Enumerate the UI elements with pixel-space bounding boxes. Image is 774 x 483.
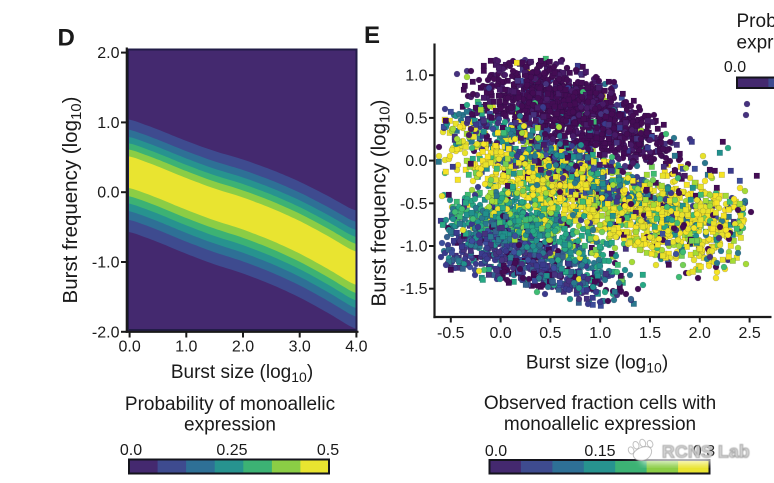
svg-text:Probability of monoallelic: Probability of monoallelic: [737, 11, 774, 32]
svg-text:0.25: 0.25: [216, 442, 247, 459]
svg-text:-2.0: -2.0: [92, 324, 120, 341]
svg-text:Observed fraction cells with: Observed fraction cells with: [484, 393, 716, 414]
svg-text:0.0: 0.0: [724, 59, 746, 76]
svg-text:0.5: 0.5: [317, 442, 339, 459]
svg-text:RCNS Lab: RCNS Lab: [662, 442, 750, 462]
svg-text:2.0: 2.0: [97, 45, 119, 62]
svg-text:1.0: 1.0: [175, 339, 197, 356]
svg-text:D: D: [58, 25, 75, 52]
svg-text:0.0: 0.0: [489, 325, 511, 342]
svg-text:Probability of monoallelic: Probability of monoallelic: [125, 394, 335, 415]
svg-text:Burst frequency (log10): Burst frequency (log10): [59, 97, 85, 304]
svg-text:-0.5: -0.5: [400, 196, 428, 213]
svg-text:0.5: 0.5: [405, 110, 427, 127]
svg-text:3.0: 3.0: [289, 339, 311, 356]
svg-text:1.0: 1.0: [97, 115, 119, 132]
svg-text:0.0: 0.0: [97, 185, 119, 202]
svg-text:expression: expression: [184, 415, 276, 436]
svg-text:E: E: [364, 22, 380, 49]
svg-text:2.0: 2.0: [689, 325, 711, 342]
svg-text:0.15: 0.15: [584, 443, 615, 460]
svg-text:monoallelic expression: monoallelic expression: [504, 414, 696, 435]
svg-text:0.0: 0.0: [485, 443, 507, 460]
svg-text:1.0: 1.0: [589, 325, 611, 342]
svg-text:-1.5: -1.5: [400, 281, 428, 298]
svg-text:0.0: 0.0: [118, 339, 140, 356]
svg-text:-1.0: -1.0: [400, 239, 428, 256]
svg-text:0.5: 0.5: [539, 325, 561, 342]
svg-text:-1.0: -1.0: [92, 255, 120, 272]
svg-text:1.5: 1.5: [639, 325, 661, 342]
svg-text:4.0: 4.0: [345, 339, 367, 356]
svg-text:0.0: 0.0: [120, 442, 142, 459]
svg-text:expression: expression: [737, 33, 774, 54]
svg-text:2.0: 2.0: [232, 339, 254, 356]
svg-text:0.0: 0.0: [405, 153, 427, 170]
svg-text:2.5: 2.5: [738, 325, 760, 342]
svg-text:Burst frequency (log10): Burst frequency (log10): [368, 100, 394, 307]
svg-text:-0.5: -0.5: [437, 325, 465, 342]
svg-text:1.0: 1.0: [405, 68, 427, 85]
svg-text:Burst size (log10): Burst size (log10): [171, 362, 313, 385]
